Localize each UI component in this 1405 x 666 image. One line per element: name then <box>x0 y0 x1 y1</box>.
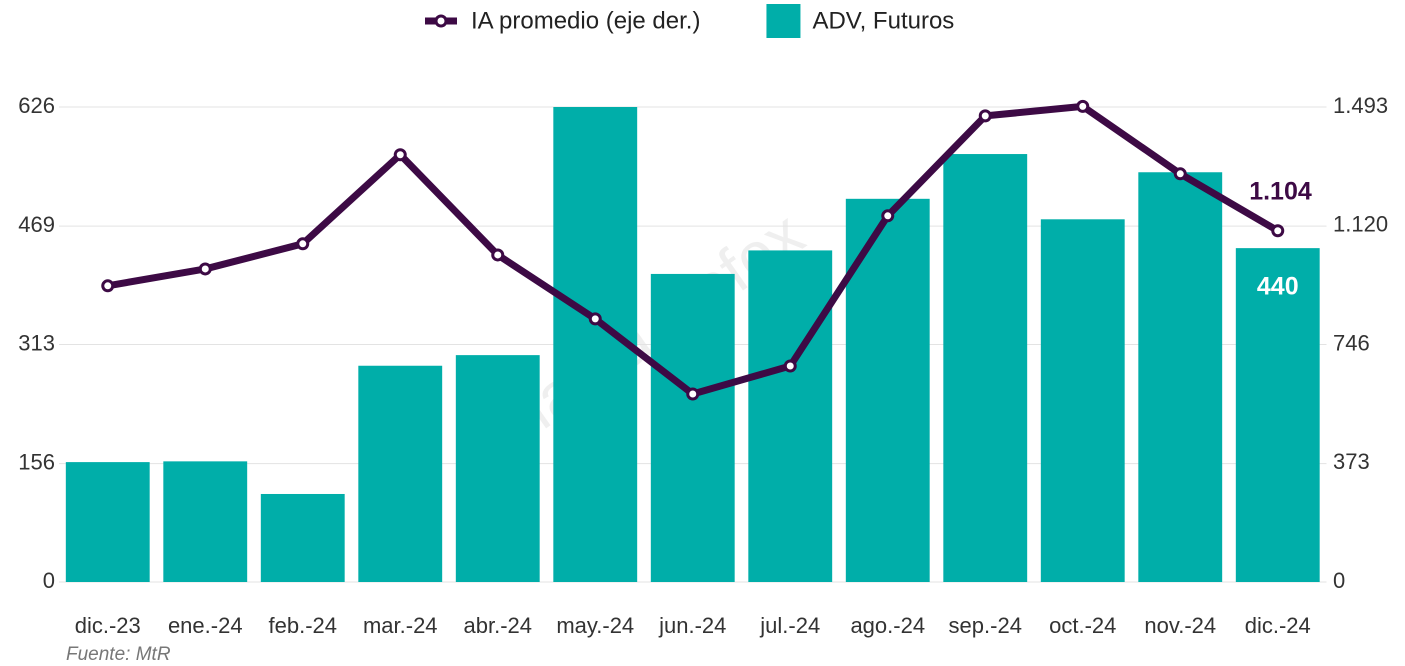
y-tick-label: 0 <box>43 568 55 593</box>
line-point <box>491 248 505 262</box>
line-point <box>1271 224 1285 238</box>
line-point <box>783 359 797 373</box>
y-tick-label: 626 <box>18 93 55 118</box>
legend-label: ADV, Futuros <box>812 7 954 34</box>
line-point <box>1173 167 1187 181</box>
y-tick-label: 156 <box>18 449 55 474</box>
bar <box>650 273 735 582</box>
line-point <box>296 237 310 251</box>
x-tick-label: ene.-24 <box>168 613 243 638</box>
line-point <box>101 279 115 293</box>
x-tick-label: feb.-24 <box>269 613 338 638</box>
x-tick-label: sep.-24 <box>949 613 1022 638</box>
x-tick-label: ago.-24 <box>850 613 925 638</box>
x-tick-label: dic.-23 <box>75 613 141 638</box>
x-tick-label: may.-24 <box>556 613 634 638</box>
x-tick-label: oct.-24 <box>1049 613 1116 638</box>
line-point <box>393 148 407 162</box>
line-point <box>686 387 700 401</box>
line-point <box>881 209 895 223</box>
bar <box>1040 219 1125 582</box>
x-tick-label: nov.-24 <box>1144 613 1216 638</box>
bar <box>163 461 248 582</box>
y2-tick-label: 1.493 <box>1333 93 1388 118</box>
bar <box>1138 172 1223 582</box>
source: Fuente: MtR <box>66 644 171 665</box>
bar <box>748 250 833 583</box>
y-tick-label: 469 <box>18 212 55 237</box>
bar <box>455 355 540 582</box>
x-tick-label: jul.-24 <box>759 613 820 638</box>
legend-swatch <box>766 4 801 38</box>
y2-tick-label: 0 <box>1333 568 1345 593</box>
x-tick-label: dic.-24 <box>1245 613 1311 638</box>
line-point <box>588 312 602 326</box>
line-point <box>1076 99 1090 113</box>
y2-tick-label: 1.120 <box>1333 211 1388 236</box>
bar <box>943 154 1028 582</box>
line-point <box>198 262 212 276</box>
y2-tick-label: 373 <box>1333 449 1370 474</box>
x-tick-label: abr.-24 <box>464 613 533 638</box>
x-tick-label: mar.-24 <box>363 613 438 638</box>
y-tick-label: 313 <box>18 330 55 355</box>
y2-tick-label: 746 <box>1333 330 1370 355</box>
legend-point <box>434 14 448 28</box>
bar <box>260 493 345 582</box>
bar <box>65 462 150 582</box>
line-value-label: 1.104 <box>1249 177 1312 205</box>
bar-value-label: 440 <box>1257 273 1299 301</box>
line-point <box>978 109 992 123</box>
bar <box>1235 248 1320 582</box>
x-tick-label: jun.-24 <box>658 613 726 638</box>
legend-label: IA promedio (eje der.) <box>471 7 700 34</box>
bar <box>358 365 443 582</box>
